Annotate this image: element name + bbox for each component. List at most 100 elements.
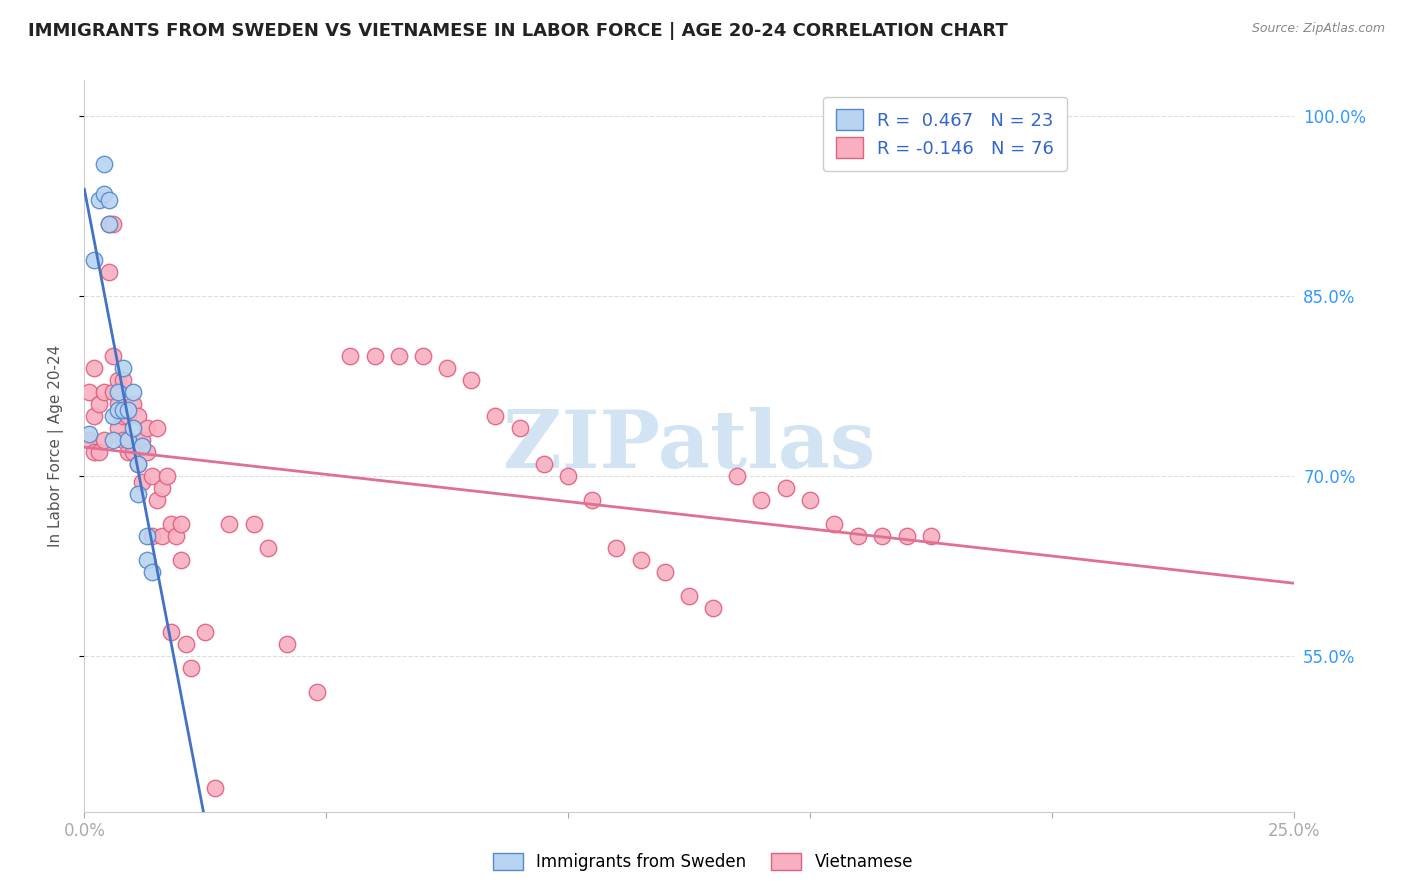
- Point: [160, 516, 183, 531]
- Point: [150, 529, 173, 543]
- Point: [141, 529, 163, 543]
- Point: [363, 349, 385, 363]
- Point: [117, 445, 139, 459]
- Point: [77, 433, 100, 447]
- Point: [112, 361, 135, 376]
- Point: [121, 397, 143, 411]
- Point: [83, 445, 105, 459]
- Point: [93, 385, 115, 400]
- Point: [93, 157, 115, 171]
- Point: [97, 217, 120, 231]
- Point: [557, 469, 579, 483]
- Point: [533, 457, 555, 471]
- Point: [896, 529, 918, 543]
- Text: ZIPatlas: ZIPatlas: [503, 407, 875, 485]
- Point: [242, 516, 264, 531]
- Point: [702, 600, 724, 615]
- Point: [131, 433, 153, 447]
- Point: [509, 421, 531, 435]
- Text: Source: ZipAtlas.com: Source: ZipAtlas.com: [1251, 22, 1385, 36]
- Point: [155, 469, 177, 483]
- Point: [136, 553, 159, 567]
- Point: [180, 661, 202, 675]
- Point: [93, 433, 115, 447]
- Point: [103, 433, 125, 447]
- Point: [146, 492, 169, 507]
- Point: [87, 445, 110, 459]
- Point: [83, 409, 105, 423]
- Point: [127, 457, 149, 471]
- Point: [136, 445, 159, 459]
- Point: [136, 421, 159, 435]
- Point: [305, 685, 328, 699]
- Point: [107, 373, 129, 387]
- Point: [174, 637, 197, 651]
- Point: [388, 349, 411, 363]
- Point: [160, 624, 183, 639]
- Point: [112, 403, 135, 417]
- Point: [103, 409, 125, 423]
- Point: [87, 397, 110, 411]
- Point: [97, 217, 120, 231]
- Point: [112, 409, 135, 423]
- Point: [107, 421, 129, 435]
- Point: [117, 403, 139, 417]
- Point: [218, 516, 240, 531]
- Point: [131, 475, 153, 489]
- Point: [77, 385, 100, 400]
- Point: [97, 265, 120, 279]
- Point: [725, 469, 748, 483]
- Point: [117, 433, 139, 447]
- Point: [846, 529, 869, 543]
- Point: [83, 253, 105, 268]
- Point: [257, 541, 280, 555]
- Legend: Immigrants from Sweden, Vietnamese: Immigrants from Sweden, Vietnamese: [485, 845, 921, 880]
- Point: [103, 349, 125, 363]
- Point: [136, 529, 159, 543]
- Point: [204, 780, 226, 795]
- Point: [150, 481, 173, 495]
- Point: [751, 492, 773, 507]
- Point: [127, 457, 149, 471]
- Point: [194, 624, 217, 639]
- Point: [170, 553, 193, 567]
- Text: IMMIGRANTS FROM SWEDEN VS VIETNAMESE IN LABOR FORCE | AGE 20-24 CORRELATION CHAR: IMMIGRANTS FROM SWEDEN VS VIETNAMESE IN …: [28, 22, 1008, 40]
- Point: [103, 217, 125, 231]
- Point: [339, 349, 361, 363]
- Point: [107, 403, 129, 417]
- Point: [103, 385, 125, 400]
- Point: [775, 481, 797, 495]
- Point: [107, 397, 129, 411]
- Point: [605, 541, 627, 555]
- Point: [146, 421, 169, 435]
- Point: [872, 529, 894, 543]
- Point: [93, 187, 115, 202]
- Point: [460, 373, 482, 387]
- Point: [141, 565, 163, 579]
- Point: [112, 373, 135, 387]
- Point: [799, 492, 821, 507]
- Point: [121, 421, 143, 435]
- Point: [170, 516, 193, 531]
- Point: [121, 385, 143, 400]
- Point: [412, 349, 434, 363]
- Point: [581, 492, 603, 507]
- Point: [484, 409, 506, 423]
- Point: [654, 565, 676, 579]
- Point: [630, 553, 652, 567]
- Point: [920, 529, 942, 543]
- Point: [97, 193, 120, 207]
- Point: [77, 427, 100, 442]
- Point: [127, 409, 149, 423]
- Point: [678, 589, 700, 603]
- Point: [165, 529, 187, 543]
- Point: [276, 637, 298, 651]
- Y-axis label: In Labor Force | Age 20-24: In Labor Force | Age 20-24: [48, 345, 63, 547]
- Point: [83, 361, 105, 376]
- Point: [127, 487, 149, 501]
- Point: [131, 439, 153, 453]
- Legend: R =  0.467   N = 23, R = -0.146   N = 76: R = 0.467 N = 23, R = -0.146 N = 76: [823, 96, 1067, 171]
- Point: [121, 445, 143, 459]
- Point: [112, 433, 135, 447]
- Point: [823, 516, 845, 531]
